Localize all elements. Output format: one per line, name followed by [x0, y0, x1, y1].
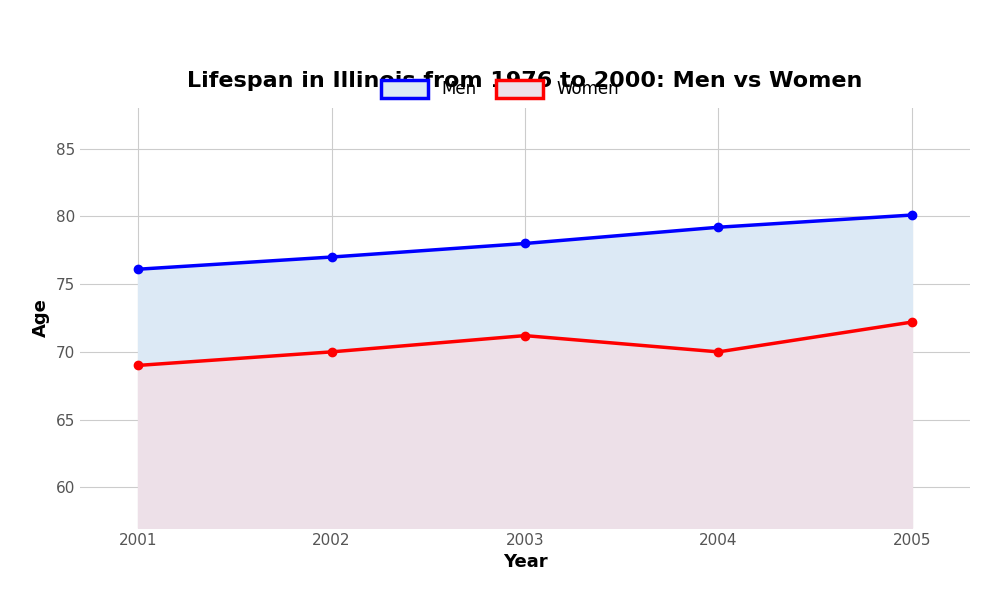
Title: Lifespan in Illinois from 1976 to 2000: Men vs Women: Lifespan in Illinois from 1976 to 2000: …: [187, 71, 863, 91]
X-axis label: Year: Year: [503, 553, 547, 571]
Legend: Men, Women: Men, Women: [373, 71, 627, 107]
Y-axis label: Age: Age: [32, 299, 50, 337]
